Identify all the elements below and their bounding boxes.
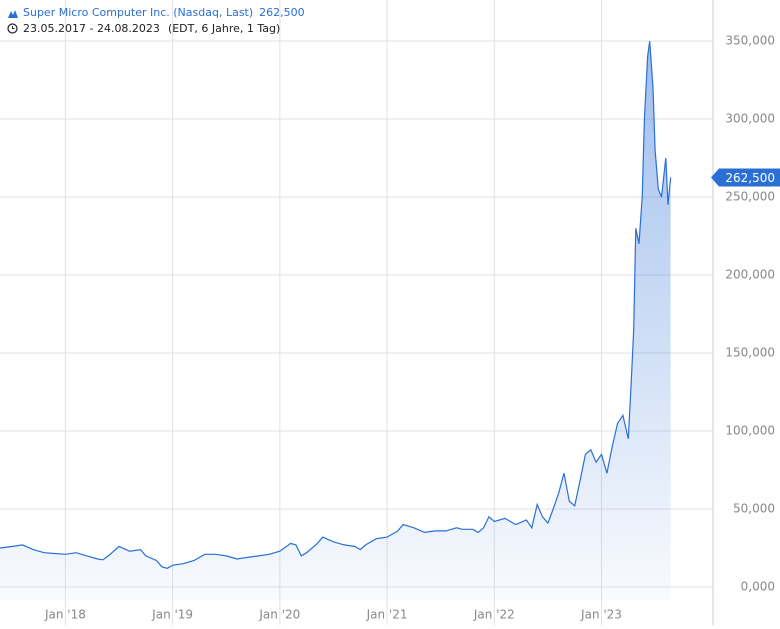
price-line [0,40,672,569]
y-tick-label: 0,000 [741,580,775,594]
date-range: 23.05.2017 - 24.08.2023 (EDT, 6 Jahre, 1 … [23,22,280,35]
last-price-label: 262,500 [725,171,775,185]
y-tick-label: 100,000 [725,424,775,438]
last-price-marker [711,168,780,187]
y-tick-label: 300,000 [725,112,775,126]
plot [0,40,672,600]
title-text: Super Micro Computer Inc. (Nasdaq, Last) [23,6,253,19]
chart-title: Super Micro Computer Inc. (Nasdaq, Last)… [23,6,305,19]
x-tick-label: Jan '23 [580,608,622,622]
y-tick-label: 200,000 [725,268,775,282]
y-tick-label: 250,000 [725,190,775,204]
x-tick-label: Jan '20 [258,608,300,622]
y-tick-label: 150,000 [725,346,775,360]
y-tick-label: 50,000 [733,502,775,516]
subtitle: (EDT, 6 Jahre, 1 Tag) [168,22,280,35]
chart-icon [8,10,18,18]
area-fill [0,41,671,600]
x-tick-label: Jan '22 [473,608,515,622]
title-price: 262,500 [259,6,305,19]
clock-icon [7,23,18,34]
x-tick-label: Jan '19 [151,608,193,622]
x-tick-label: Jan '21 [366,608,408,622]
date-range-text: 23.05.2017 - 24.08.2023 [23,22,160,35]
y-tick-label: 350,000 [725,34,775,48]
x-tick-label: Jan '18 [44,608,86,622]
clock-hands [12,26,15,29]
